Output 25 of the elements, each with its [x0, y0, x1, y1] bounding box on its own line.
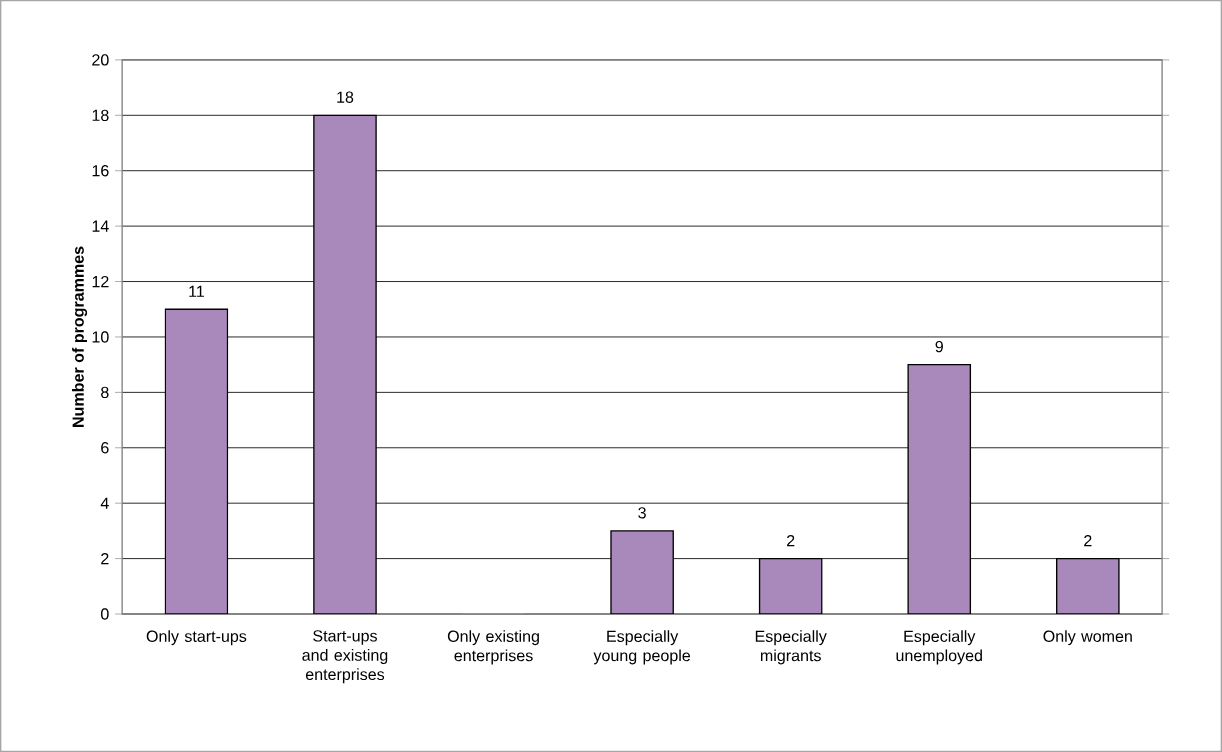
x-tick-label: Only start-ups: [146, 630, 247, 646]
y-tick-label: 2: [101, 552, 109, 565]
y-tick-label: 6: [101, 442, 109, 454]
y-tick-label: 18: [92, 109, 109, 121]
data-label: 18: [337, 91, 354, 103]
data-label: 9: [935, 340, 943, 353]
y-tick-label: 0: [101, 608, 109, 620]
y-tick-label: 12: [92, 275, 109, 288]
data-label: 11: [189, 285, 204, 297]
data-label: 2: [1084, 534, 1092, 547]
x-tick-label: Especially migrants: [755, 630, 827, 665]
y-tick-label: 20: [92, 54, 109, 66]
y-tick-label: 16: [92, 164, 109, 177]
y-axis-title: Number of programmes: [72, 246, 88, 427]
x-tick-label: Start-ups and existing enterprises: [302, 630, 388, 684]
x-tick-label: Only existing enterprises: [447, 630, 539, 665]
x-tick-label: Especially unemployed: [896, 630, 982, 665]
data-label: 3: [638, 507, 646, 519]
y-tick-label: 14: [92, 220, 109, 232]
data-label: 2: [787, 534, 795, 547]
y-tick-label: 8: [101, 386, 109, 398]
y-tick-label: 10: [92, 331, 109, 343]
x-tick-label: Only women: [1043, 630, 1132, 646]
x-tick-label: Especially young people: [593, 630, 691, 665]
y-tick-label: 4: [100, 497, 109, 509]
